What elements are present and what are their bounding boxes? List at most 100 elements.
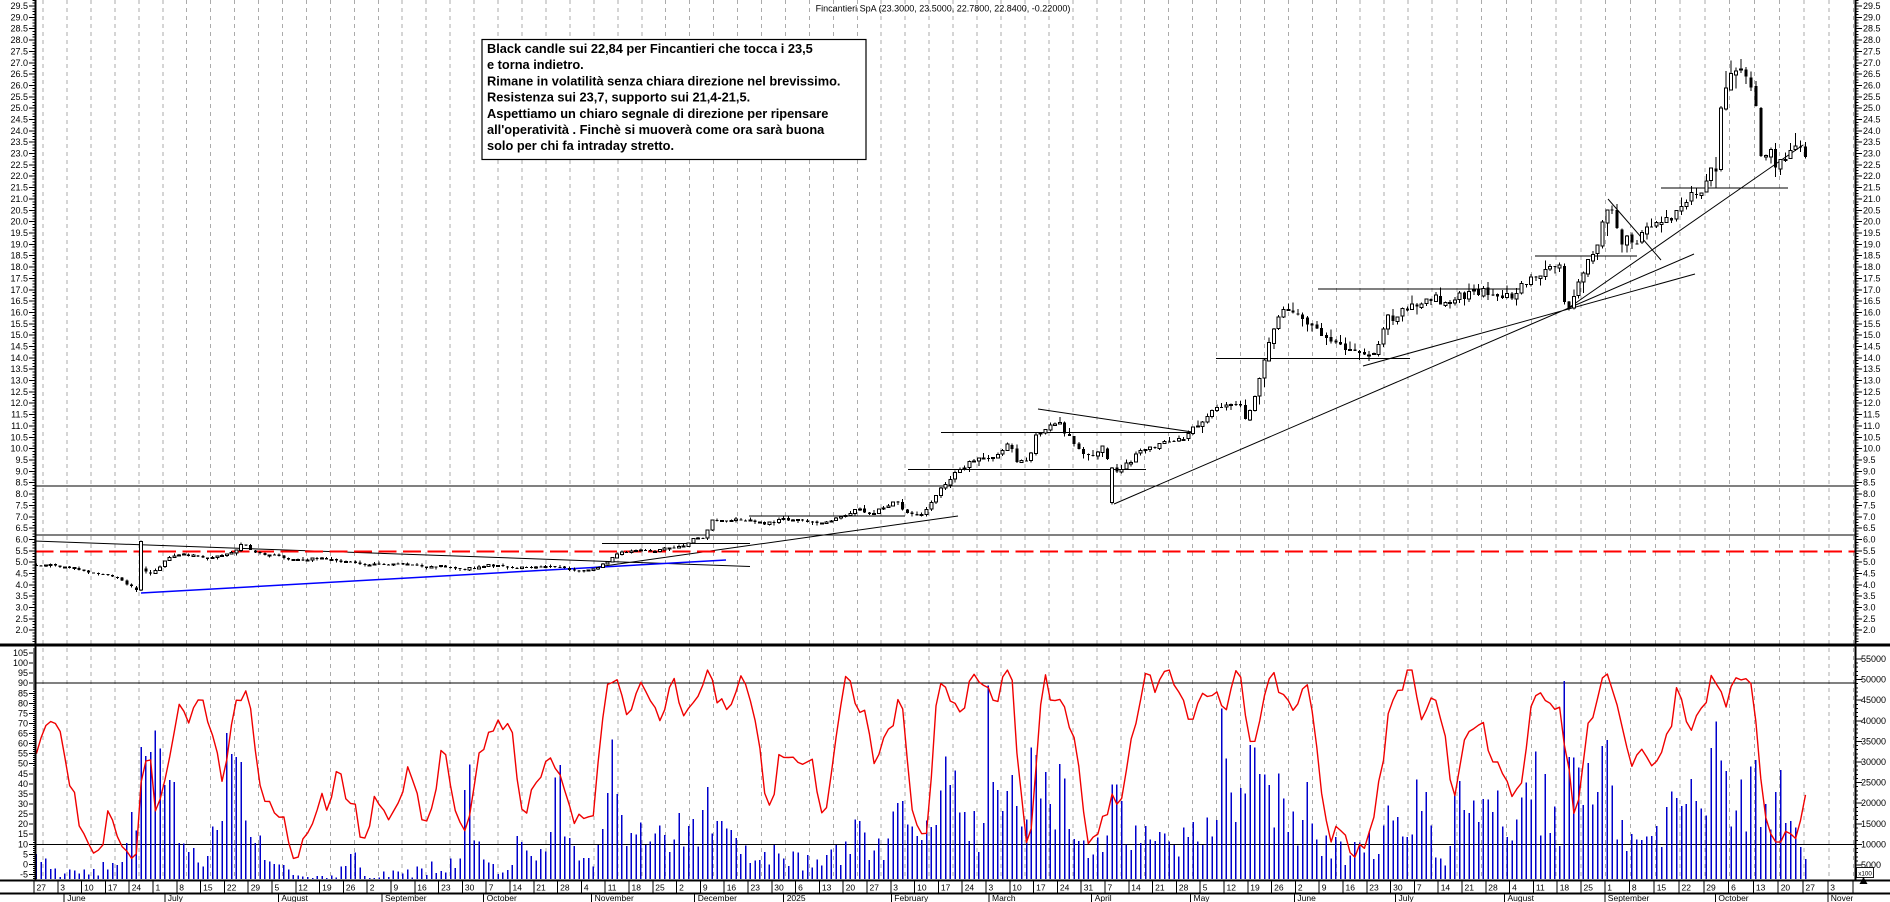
svg-text:15000: 15000 [1861,819,1886,829]
svg-text:18: 18 [1560,883,1570,893]
svg-text:0: 0 [23,859,28,869]
svg-text:16.0: 16.0 [10,307,28,317]
svg-text:45000: 45000 [1861,695,1886,705]
svg-text:22: 22 [1682,883,1692,893]
svg-text:6.0: 6.0 [15,534,28,544]
svg-text:17: 17 [108,883,118,893]
svg-text:14.5: 14.5 [10,342,28,352]
svg-text:23.0: 23.0 [1863,149,1881,159]
svg-text:19.0: 19.0 [10,239,28,249]
svg-text:11.5: 11.5 [1863,410,1880,420]
svg-text:3: 3 [989,883,994,893]
svg-text:17: 17 [941,883,951,893]
svg-text:20.0: 20.0 [1863,217,1881,227]
svg-text:19: 19 [1250,883,1260,893]
svg-text:11: 11 [608,883,617,893]
svg-text:24.0: 24.0 [1863,126,1881,136]
svg-text:16: 16 [1346,883,1356,893]
svg-text:10: 10 [1012,883,1022,893]
svg-text:12.5: 12.5 [1863,387,1881,397]
svg-text:27.0: 27.0 [10,58,28,68]
svg-text:23.5: 23.5 [10,137,28,147]
svg-text:6: 6 [1731,883,1736,893]
svg-text:2.0: 2.0 [15,625,28,635]
svg-text:10.5: 10.5 [1863,432,1881,442]
svg-text:3: 3 [60,883,65,893]
svg-text:25000: 25000 [1861,778,1886,788]
svg-text:28: 28 [1488,883,1498,893]
svg-text:24.0: 24.0 [10,126,28,136]
svg-text:December: December [698,893,737,902]
svg-text:19: 19 [322,883,332,893]
svg-text:10.0: 10.0 [10,444,28,454]
svg-text:3.0: 3.0 [1863,603,1876,613]
svg-text:5.0: 5.0 [1863,557,1876,567]
svg-text:55: 55 [18,749,28,759]
svg-text:10: 10 [84,883,94,893]
svg-text:26: 26 [1274,883,1284,893]
svg-text:13: 13 [1756,883,1766,893]
svg-text:22.5: 22.5 [10,160,28,170]
svg-text:30: 30 [774,883,784,893]
svg-text:22: 22 [227,883,237,893]
svg-text:28.5: 28.5 [10,24,28,34]
svg-text:16: 16 [727,883,737,893]
svg-text:11.5: 11.5 [11,410,28,420]
svg-text:23: 23 [1369,883,1379,893]
svg-text:7.5: 7.5 [1863,500,1876,510]
svg-text:5.5: 5.5 [1863,546,1876,556]
svg-text:29: 29 [1706,883,1716,893]
svg-text:5.0: 5.0 [15,557,28,567]
svg-text:2: 2 [370,883,375,893]
svg-text:80: 80 [18,698,28,708]
svg-text:55000: 55000 [1861,654,1886,664]
svg-text:29: 29 [251,883,261,893]
svg-text:October: October [1718,893,1748,902]
svg-text:9.0: 9.0 [1863,466,1876,476]
svg-text:29.5: 29.5 [1863,1,1881,11]
svg-text:27.5: 27.5 [1863,46,1881,56]
svg-text:21.0: 21.0 [1863,194,1881,204]
svg-text:16: 16 [417,883,427,893]
svg-text:9: 9 [394,883,399,893]
svg-text:27: 27 [1806,883,1816,893]
svg-text:13.0: 13.0 [10,376,28,386]
svg-text:1: 1 [156,883,161,893]
svg-text:7: 7 [489,883,494,893]
svg-text:17: 17 [1036,883,1046,893]
svg-text:20: 20 [18,819,28,829]
svg-text:20.0: 20.0 [10,217,28,227]
svg-text:4.0: 4.0 [1863,580,1876,590]
svg-text:50000: 50000 [1861,675,1886,685]
svg-text:July: July [1399,893,1415,902]
svg-text:26.5: 26.5 [1863,69,1881,79]
svg-text:23: 23 [751,883,761,893]
svg-text:17.5: 17.5 [1863,273,1881,283]
svg-text:20: 20 [1781,883,1791,893]
svg-text:Aspettiamo un chiaro segnale d: Aspettiamo un chiaro segnale di direzion… [487,106,828,121]
svg-text:3.5: 3.5 [1863,591,1876,601]
svg-text:21.0: 21.0 [10,194,28,204]
svg-text:24: 24 [132,883,142,893]
svg-text:14: 14 [513,883,523,893]
svg-text:-5: -5 [20,870,28,880]
svg-text:4: 4 [1512,883,1517,893]
svg-text:15.5: 15.5 [1863,319,1881,329]
svg-text:2: 2 [679,883,684,893]
svg-text:5: 5 [275,883,280,893]
svg-text:September: September [1608,893,1650,902]
svg-text:2: 2 [1298,883,1303,893]
svg-text:27.0: 27.0 [1863,58,1881,68]
svg-text:20000: 20000 [1861,798,1886,808]
svg-text:85: 85 [18,688,28,698]
svg-text:25.5: 25.5 [1863,92,1881,102]
svg-text:4.5: 4.5 [1863,569,1876,579]
svg-text:26: 26 [346,883,356,893]
svg-text:11.0: 11.0 [1863,421,1880,431]
svg-text:1: 1 [1607,883,1612,893]
svg-text:5000: 5000 [1861,860,1881,870]
svg-text:Rimane in volatilità senza chi: Rimane in volatilità senza chiara direzi… [487,73,840,88]
svg-text:30: 30 [465,883,475,893]
svg-text:25.0: 25.0 [10,103,28,113]
svg-text:6.5: 6.5 [1863,523,1876,533]
